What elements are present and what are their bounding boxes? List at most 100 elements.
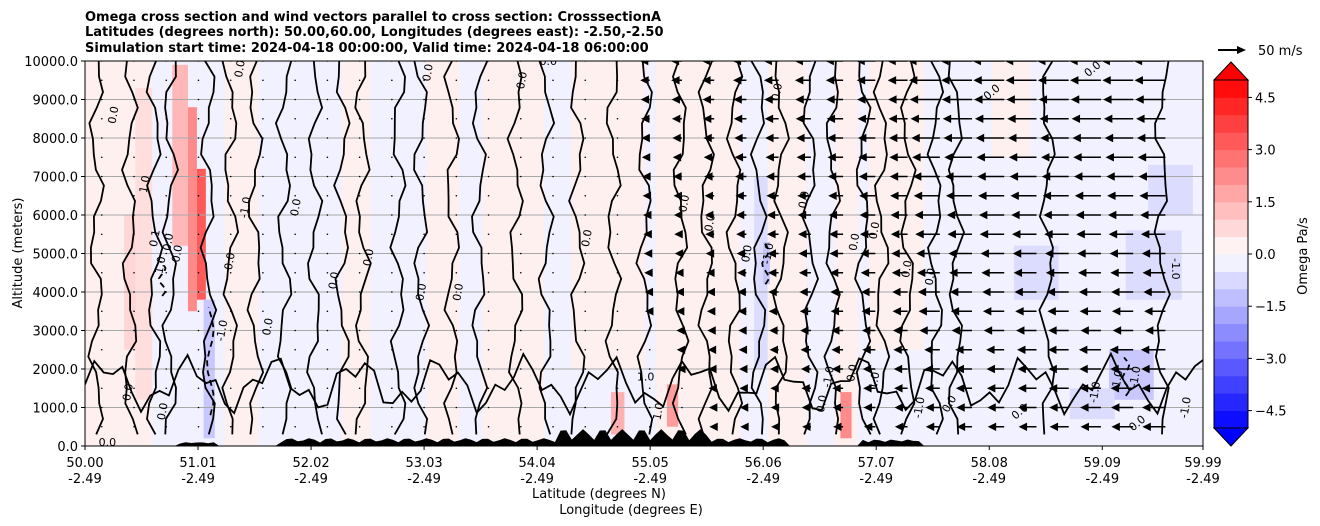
- wind-vector-443: [800, 364, 811, 374]
- wind-vector-655: [1104, 133, 1134, 143]
- wind-vector-411: [735, 210, 747, 220]
- wind-vector-164: [358, 348, 361, 351]
- wind-vector-349: [643, 249, 653, 258]
- wind-vector-60: [197, 425, 200, 428]
- wind-vector-410: [736, 229, 747, 239]
- wind-vector-303: [584, 368, 587, 370]
- wind-vector-511: [890, 210, 908, 220]
- wind-vector-214: [423, 156, 425, 159]
- wind-vector-97: [229, 98, 232, 101]
- y-axis-label: Altitude (meters): [11, 198, 26, 309]
- wind-vector-427: [768, 287, 779, 297]
- contour-line-27: [854, 61, 872, 435]
- wind-vector-463: [831, 364, 844, 374]
- wind-vector-396: [702, 114, 715, 124]
- contour-label-10: 0.0: [232, 59, 248, 78]
- wind-vector-535: [911, 133, 940, 143]
- wind-vector-400: [740, 422, 749, 432]
- wind-vector-325: [616, 329, 619, 332]
- wind-vector-227: [455, 291, 458, 293]
- wind-vector-640: [1111, 422, 1134, 432]
- contour-line-18: [604, 61, 623, 435]
- wind-vector-198: [391, 79, 393, 82]
- wind-vector-395: [703, 133, 715, 143]
- wind-vector-50: [165, 233, 168, 236]
- wind-vector-191: [391, 214, 393, 216]
- wind-vector-322: [616, 387, 619, 390]
- wind-vector-143: [326, 368, 329, 370]
- wind-vector-72: [197, 194, 200, 197]
- wind-vector-282: [552, 387, 554, 390]
- wind-vector-26: [133, 310, 135, 313]
- contour-label-11: -1.0: [237, 196, 254, 219]
- colorbar-band-9: [1214, 254, 1248, 272]
- wind-vector-673: [1138, 172, 1166, 181]
- wind-vector-289: [552, 252, 554, 255]
- wind-vector-208: [423, 271, 425, 274]
- x-tick-label-lat-0: 50.00: [66, 456, 103, 471]
- wind-vector-571: [978, 210, 1005, 220]
- wind-vector-61: [197, 406, 200, 409]
- wind-vector-460: [833, 422, 844, 432]
- wind-vector-560: [987, 422, 1005, 432]
- wind-vector-350: [643, 229, 652, 239]
- wind-vector-250: [487, 233, 490, 236]
- colorbar-tick-label-1: 3.0: [1255, 144, 1276, 159]
- wind-vector-1: [100, 406, 103, 409]
- wind-vector-32: [133, 194, 135, 197]
- wind-vector-131: [294, 214, 296, 216]
- wind-vector-68: [197, 271, 200, 274]
- wind-vector-556: [942, 114, 972, 124]
- wind-vector-178: [358, 79, 361, 82]
- wind-vector-114: [262, 156, 264, 159]
- wind-vector-512: [890, 191, 908, 201]
- wind-vector-386: [706, 307, 716, 316]
- wind-vector-313: [584, 175, 587, 178]
- wind-vector-592: [1010, 191, 1037, 201]
- x-tick-label-lat-2: 52.02: [292, 456, 329, 471]
- wind-vector-77: [197, 98, 200, 101]
- wind-vector-676: [1136, 114, 1166, 124]
- wind-vector-558: [941, 76, 972, 85]
- wind-vector-257: [487, 98, 490, 101]
- wind-vector-596: [1007, 114, 1037, 124]
- wind-vector-485: [861, 326, 876, 335]
- wind-vector-74: [197, 156, 200, 159]
- wind-vector-315: [584, 137, 587, 139]
- wind-vector-440: [802, 422, 811, 432]
- wind-vector-87: [229, 291, 232, 293]
- x-tick-label-lat-1: 51.01: [179, 456, 216, 471]
- contour-line-32: [1038, 61, 1056, 435]
- wind-vector-557: [941, 95, 972, 104]
- wind-vector-356: [641, 114, 650, 124]
- wind-vector-28: [133, 271, 135, 274]
- x-tick-label-lat-10: 59.99: [1184, 456, 1221, 471]
- quiver-key-label: 50 m/s: [1258, 44, 1303, 59]
- y-tick-label-3: 3000.0: [33, 325, 79, 340]
- wind-vector-83: [229, 368, 232, 370]
- wind-vector-84: [229, 348, 232, 351]
- wind-vector-29: [133, 252, 135, 255]
- wind-vector-574: [976, 153, 1005, 162]
- wind-vector-638: [1070, 76, 1101, 85]
- wind-vector-498: [856, 76, 876, 85]
- wind-vector-323: [616, 368, 619, 370]
- contour-line-12: [413, 61, 431, 435]
- wind-vector-353: [642, 172, 651, 181]
- wind-vector-336: [616, 117, 619, 120]
- x-tick-label-lat-5: 55.05: [632, 456, 669, 471]
- contour-dashed-2: [1121, 356, 1131, 397]
- colorbar-band-15: [1214, 149, 1248, 168]
- wind-vector-442: [801, 384, 811, 393]
- wind-vector-436: [764, 114, 779, 124]
- wind-vector-265: [519, 329, 522, 332]
- wind-vector-304: [584, 348, 587, 351]
- wind-vector-152: [326, 194, 329, 197]
- wind-vector-660: [1142, 422, 1166, 432]
- wind-vector-383: [708, 364, 717, 374]
- wind-vector-283: [552, 368, 554, 370]
- x-tick-label-lon-2: -2.49: [294, 472, 328, 487]
- wind-vector-49: [165, 252, 168, 255]
- wind-vector-615: [1040, 133, 1069, 143]
- contour-line-11: [389, 61, 407, 435]
